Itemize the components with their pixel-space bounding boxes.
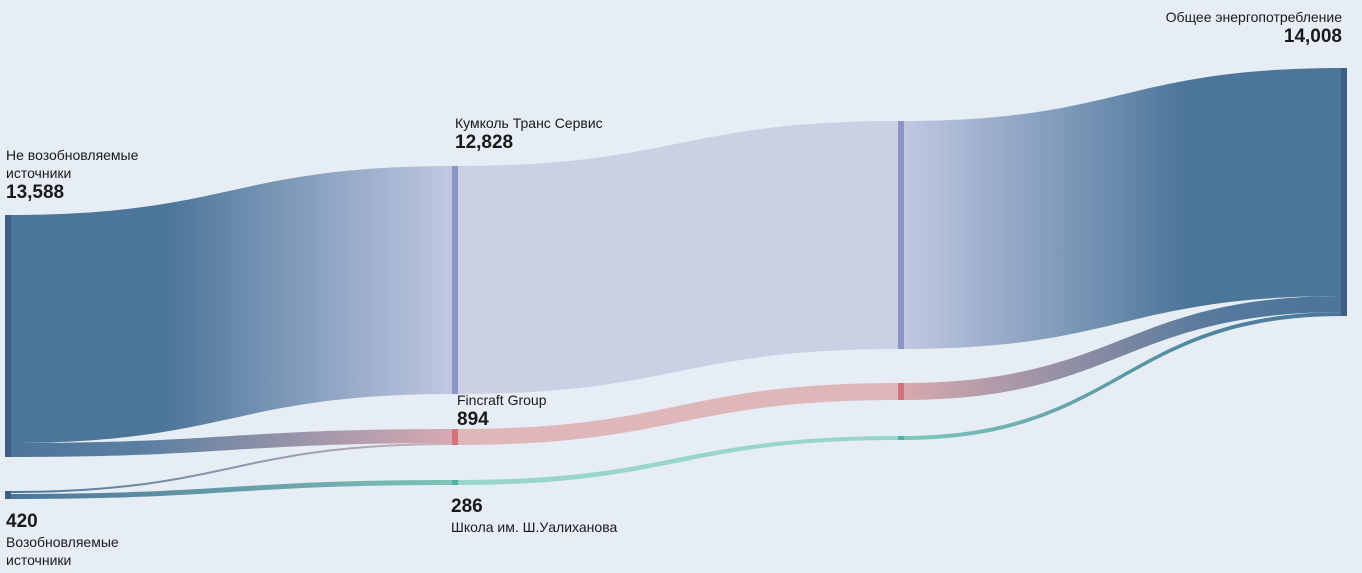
flow-kumkol-to-total: [901, 68, 1344, 349]
flow-school-to-total: [901, 312, 1344, 440]
flow-renewable-to-school: [8, 480, 455, 499]
label-kumkol-name: Кумколь Транс Сервис: [455, 115, 603, 131]
flow-kumkol-passthrough: [455, 121, 901, 394]
node-bar-kumkol-out[interactable]: [898, 121, 904, 349]
label-renewable-name: Возобновляемые источники: [6, 534, 119, 568]
label-kumkol-value: 12,828: [455, 132, 514, 153]
flow-nonrenewable-to-kumkol: [8, 166, 455, 443]
node-bar-renewable[interactable]: [5, 491, 11, 499]
flow-nonrenewable-to-fincraft: [8, 429, 455, 457]
label-nonrenewable-value: 13,588: [6, 182, 65, 203]
label-fincraft-name: Fincraft Group: [457, 392, 547, 408]
label-fincraft: Fincraft Group 894: [457, 391, 546, 431]
label-renewable-value: 420: [6, 511, 38, 532]
flow-fincraft-passthrough: [455, 383, 901, 445]
label-school-name: Школа им. Ш.Уалиханова: [451, 519, 618, 535]
label-renewable: 420 Возобновляемые источники: [6, 511, 156, 569]
label-school: 286 Школа им. Ш.Уалиханова: [451, 496, 617, 536]
label-total-name: Общее энергопотребление: [1165, 9, 1342, 25]
node-bar-fincraft[interactable]: [452, 429, 458, 445]
node-bar-school-out[interactable]: [898, 436, 904, 440]
label-nonrenewable: Не возобновляемые источники 13,588: [6, 146, 176, 204]
node-bar-kumkol[interactable]: [452, 166, 458, 394]
label-total-value: 14,008: [1283, 26, 1342, 47]
flow-renewable-to-fincraft: [8, 443, 455, 493]
node-bar-nonrenewable[interactable]: [5, 215, 11, 457]
label-fincraft-value: 894: [457, 409, 489, 430]
label-school-value: 286: [451, 496, 483, 517]
node-bar-total[interactable]: [1341, 68, 1347, 316]
label-nonrenewable-name: Не возобновляемые источники: [6, 147, 139, 181]
flow-school-passthrough: [455, 436, 901, 485]
node-bar-fincraft-out[interactable]: [898, 383, 904, 400]
label-kumkol: Кумколь Транс Сервис 12,828: [455, 114, 603, 154]
node-bar-school[interactable]: [452, 480, 458, 485]
flow-fincraft-to-total: [901, 296, 1344, 400]
label-total: Общее энергопотребление 14,008: [1166, 8, 1342, 48]
